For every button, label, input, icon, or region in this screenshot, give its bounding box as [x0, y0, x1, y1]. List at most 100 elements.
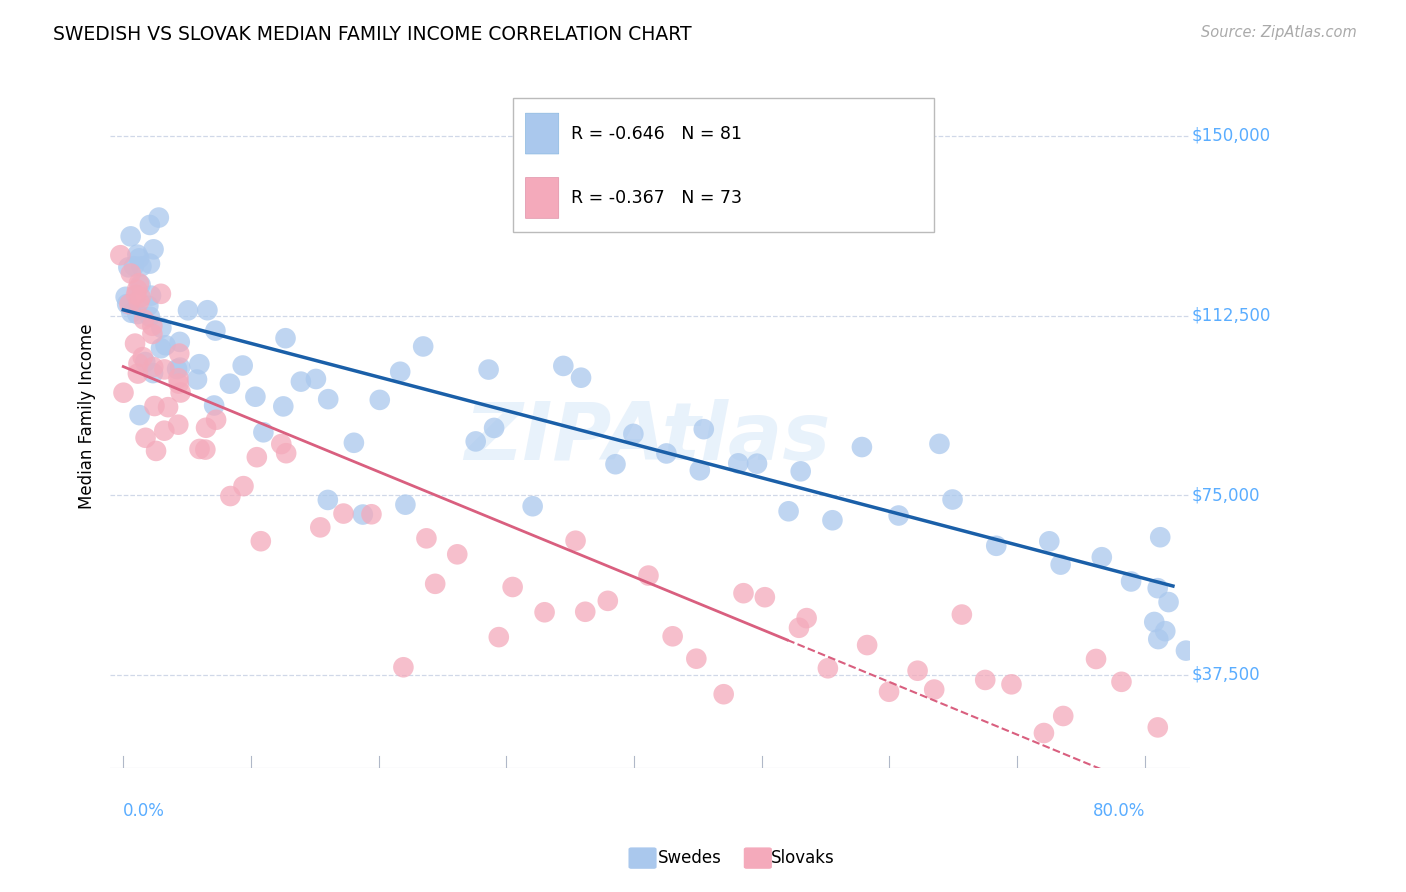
Point: [488, 630, 510, 644]
Point: [851, 440, 873, 454]
Point: [132, 350, 155, 364]
Text: $112,500: $112,500: [1192, 307, 1271, 325]
Point: [1146, 581, 1168, 595]
Point: [150, 321, 173, 335]
Point: [127, 283, 149, 297]
Point: [145, 444, 167, 458]
Point: [127, 247, 149, 261]
Text: ZIPAtlas: ZIPAtlas: [464, 399, 830, 476]
Point: [128, 277, 150, 291]
Point: [115, 297, 138, 311]
Point: [167, 417, 190, 432]
Point: [1000, 677, 1022, 691]
Text: $75,000: $75,000: [1192, 486, 1261, 504]
Point: [685, 651, 707, 665]
Point: [907, 664, 929, 678]
Point: [352, 508, 374, 522]
Point: [219, 376, 242, 391]
Point: [131, 260, 153, 274]
Point: [197, 303, 219, 318]
Point: [141, 318, 163, 333]
Point: [856, 638, 879, 652]
Point: [941, 492, 963, 507]
Text: $150,000: $150,000: [1192, 127, 1271, 145]
Point: [270, 437, 292, 451]
FancyBboxPatch shape: [513, 97, 934, 232]
Point: [132, 312, 155, 326]
Point: [621, 426, 644, 441]
Point: [446, 547, 468, 561]
Point: [139, 257, 162, 271]
Point: [1146, 720, 1168, 734]
Text: Slovaks: Slovaks: [770, 849, 834, 867]
Point: [134, 355, 156, 369]
Point: [120, 229, 142, 244]
Point: [569, 370, 592, 384]
Point: [821, 513, 844, 527]
Point: [502, 580, 524, 594]
Point: [246, 450, 269, 465]
Point: [564, 533, 586, 548]
Point: [309, 520, 332, 534]
Point: [394, 498, 416, 512]
Point: [661, 629, 683, 643]
Point: [1157, 595, 1180, 609]
Point: [343, 435, 366, 450]
Point: [127, 357, 149, 371]
Point: [637, 568, 659, 582]
Point: [125, 287, 148, 301]
Text: 0.0%: 0.0%: [124, 802, 165, 820]
Point: [796, 611, 818, 625]
Point: [188, 442, 211, 456]
Point: [271, 400, 294, 414]
Point: [110, 248, 132, 262]
Point: [877, 684, 900, 698]
Point: [232, 479, 254, 493]
Point: [605, 457, 627, 471]
Point: [596, 594, 619, 608]
Point: [1049, 558, 1071, 572]
Point: [186, 372, 208, 386]
Point: [693, 422, 716, 436]
Point: [553, 359, 575, 373]
Point: [482, 421, 505, 435]
Point: [122, 259, 145, 273]
Point: [142, 359, 165, 374]
Point: [389, 365, 412, 379]
Point: [129, 290, 152, 304]
Point: [1038, 534, 1060, 549]
Point: [1091, 550, 1114, 565]
Point: [290, 375, 312, 389]
Point: [169, 334, 191, 349]
Point: [252, 425, 274, 440]
Point: [778, 504, 800, 518]
Point: [522, 500, 544, 514]
Point: [1119, 574, 1142, 589]
Point: [655, 446, 678, 460]
Point: [1154, 624, 1177, 639]
Point: [316, 492, 339, 507]
Point: [148, 211, 170, 225]
Point: [169, 385, 191, 400]
Point: [950, 607, 973, 622]
Text: Source: ZipAtlas.com: Source: ZipAtlas.com: [1201, 25, 1357, 40]
Point: [219, 489, 242, 503]
Point: [141, 326, 163, 341]
Point: [574, 605, 596, 619]
Point: [415, 532, 437, 546]
Point: [120, 306, 142, 320]
Point: [117, 260, 139, 275]
Point: [368, 392, 391, 407]
Point: [392, 660, 415, 674]
Point: [155, 338, 177, 352]
Point: [305, 372, 328, 386]
Point: [245, 390, 267, 404]
Point: [153, 424, 176, 438]
FancyBboxPatch shape: [526, 113, 558, 154]
Point: [887, 508, 910, 523]
Point: [974, 673, 997, 687]
Point: [142, 243, 165, 257]
Point: [167, 376, 190, 391]
Point: [733, 586, 755, 600]
Point: [195, 421, 218, 435]
